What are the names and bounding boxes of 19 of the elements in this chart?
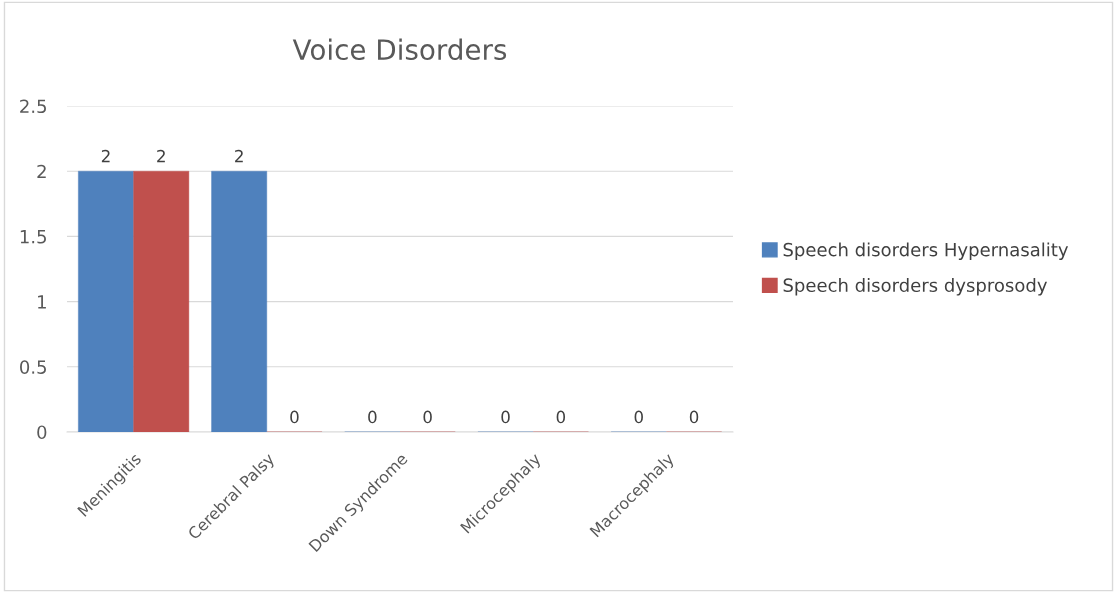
y-tick-label: 1 bbox=[38, 295, 46, 309]
data-label: 0 bbox=[368, 410, 377, 424]
chart-title: Voice Disorders bbox=[292, 38, 507, 61]
data-label: 0 bbox=[423, 410, 432, 424]
data-label: 0 bbox=[634, 410, 643, 424]
y-tick-label: 1.5 bbox=[20, 230, 46, 244]
data-label: 2 bbox=[235, 149, 243, 163]
legend-label: Speech disorders dysprosody bbox=[783, 278, 1047, 296]
data-label: 0 bbox=[556, 410, 566, 424]
y-tick-label: 2 bbox=[37, 164, 46, 179]
y-tick-label: 0 bbox=[37, 425, 47, 440]
y-tick-label: 0.5 bbox=[20, 360, 46, 374]
y-tick-label: 2.5 bbox=[20, 99, 46, 114]
data-label: 0 bbox=[689, 410, 699, 424]
data-label: 2 bbox=[157, 149, 165, 163]
data-label: 0 bbox=[290, 410, 299, 424]
data-label: 2 bbox=[101, 149, 110, 163]
legend-label: Speech disorders Hypernasality bbox=[783, 242, 1069, 260]
data-label: 0 bbox=[501, 410, 510, 424]
